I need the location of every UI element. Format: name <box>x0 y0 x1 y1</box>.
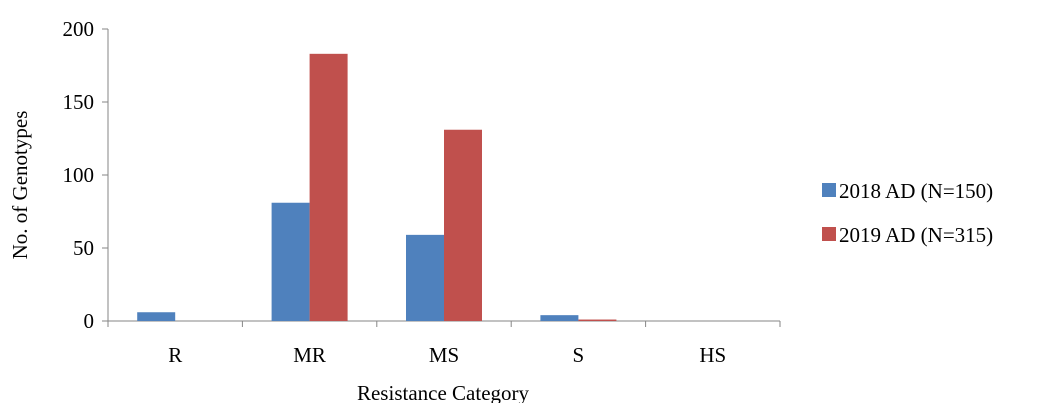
bar-r-series-1 <box>137 312 176 321</box>
y-tick-label: 50 <box>73 236 94 260</box>
legend-label: 2018 AD (N=150) <box>839 179 993 203</box>
x-tick-label: MS <box>429 343 459 367</box>
bar-s-series-2 <box>578 319 617 321</box>
legend: 2018 AD (N=150) 2019 AD (N=315) <box>822 179 993 247</box>
bar-mr-series-1 <box>271 202 310 321</box>
x-tick-label: MR <box>293 343 326 367</box>
x-axis-title: Resistance Category <box>357 381 530 403</box>
x-tick-label: R <box>168 343 182 367</box>
y-tick-label: 0 <box>84 309 95 333</box>
bar-s-series-1 <box>540 315 579 321</box>
bar-ms-series-2 <box>444 129 482 321</box>
legend-swatch <box>822 227 836 241</box>
y-tick-label: 150 <box>63 90 95 114</box>
x-tick-label: S <box>573 343 585 367</box>
bar-ms-series-1 <box>406 234 444 321</box>
plot-area: 0 50 100 150 200 R MR MS S HS <box>63 17 781 367</box>
bar-mr-series-2 <box>309 53 348 321</box>
x-tick-label: HS <box>699 343 726 367</box>
y-axis-title: No. of Genotypes <box>8 111 32 260</box>
legend-label: 2019 AD (N=315) <box>839 223 993 247</box>
legend-swatch <box>822 183 836 197</box>
y-tick-label: 200 <box>63 17 95 41</box>
y-tick-label: 100 <box>63 163 95 187</box>
